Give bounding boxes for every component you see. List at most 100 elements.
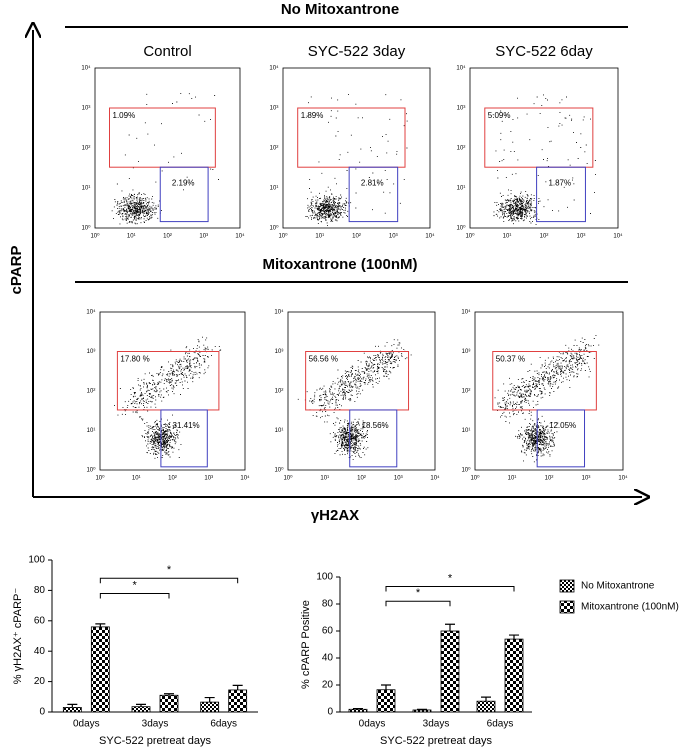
error-bar — [509, 634, 519, 640]
flow-x-tick: 10³ — [204, 476, 213, 482]
flow-x-tick: 10⁴ — [425, 233, 435, 240]
bar — [62, 707, 82, 713]
gate-percent: 1.87% — [548, 178, 571, 187]
significance-bracket — [385, 585, 515, 592]
gate-h2ax — [160, 409, 208, 468]
x-axis-title: SYC-522 pretreat days — [380, 735, 492, 747]
flow-x-tick: 10⁰ — [465, 233, 475, 240]
error-bar — [136, 703, 146, 707]
error-bar — [164, 693, 174, 696]
plot-frame — [99, 311, 246, 471]
error-bar — [445, 623, 455, 631]
flow-y-tick: 10¹ — [87, 428, 96, 434]
flow-x-tick: 10³ — [389, 234, 398, 240]
flow-x-tick: 10² — [545, 476, 554, 482]
flow-y-tick: 10⁰ — [81, 225, 91, 232]
gate-h2ax — [159, 166, 209, 223]
flow-x-tick: 10² — [168, 476, 177, 482]
error-bar — [353, 708, 363, 710]
flow-x-tick: 10⁰ — [283, 475, 293, 482]
flow-y-tick: 10³ — [270, 106, 279, 112]
bar — [200, 701, 220, 713]
significance-label: * — [167, 564, 172, 576]
bar — [476, 700, 496, 713]
y-axis-title: % cPARP Positive — [300, 600, 312, 689]
bar — [159, 694, 179, 713]
column-label: Control — [143, 43, 191, 60]
y-tick-label: 80 — [34, 585, 46, 596]
gate-h2ax — [536, 166, 586, 223]
bar — [376, 689, 396, 713]
y-tick-label: 40 — [322, 653, 334, 664]
gate-h2ax — [536, 409, 586, 468]
significance-bracket — [99, 592, 170, 599]
event-cloud — [297, 339, 412, 461]
plot-frame — [282, 67, 431, 229]
bar — [90, 626, 110, 713]
flow-y-tick: 10⁴ — [461, 309, 471, 316]
plot-frame — [469, 67, 619, 229]
gate-percent: 12.05% — [549, 421, 576, 430]
significance-label: * — [416, 587, 421, 599]
y-tick-label: 20 — [34, 676, 46, 687]
flow-x-tick: 10¹ — [508, 476, 517, 482]
y-tick-label: 60 — [34, 615, 46, 626]
legend-swatch — [559, 579, 575, 593]
y-tick-label: 80 — [322, 599, 334, 610]
flow-y-tick: 10⁴ — [274, 309, 284, 316]
significance-label: * — [448, 572, 453, 584]
error-bar — [381, 684, 391, 690]
error-bar — [481, 696, 491, 702]
bar — [228, 689, 248, 713]
flow-y-tick: 10⁰ — [269, 225, 279, 232]
x-tick-label: 6days — [210, 719, 237, 730]
flow-y-tick: 10¹ — [457, 186, 466, 192]
flow-x-tick: 10⁰ — [278, 233, 288, 240]
flow-y-tick: 10¹ — [270, 186, 279, 192]
flow-x-tick: 10² — [352, 234, 361, 240]
gate-h2ax — [349, 409, 398, 468]
flow-y-tick: 10⁴ — [269, 65, 279, 72]
bar — [348, 708, 368, 713]
row-title: Mitoxantrone (100nM) — [262, 256, 417, 273]
y-tick-label: 0 — [39, 707, 45, 718]
gate-percent: 1.09% — [113, 111, 136, 120]
bar — [504, 638, 524, 713]
column-label: SYC-522 6day — [495, 43, 593, 60]
flow-x-tick: 10⁰ — [95, 475, 105, 482]
bar — [440, 630, 460, 713]
flow-x-tick: 10⁴ — [613, 233, 623, 240]
flow-y-tick: 10⁴ — [456, 65, 466, 72]
y-tick-label: 100 — [28, 555, 45, 566]
flow-x-tick: 10³ — [577, 234, 586, 240]
flow-x-tick: 10² — [540, 234, 549, 240]
event-cloud — [111, 92, 219, 225]
flow-y-tick: 10⁰ — [461, 467, 471, 474]
flow-y-tick: 10⁰ — [456, 225, 466, 232]
flow-y-tick: 10² — [82, 146, 91, 152]
flow-x-tick: 10⁴ — [235, 233, 245, 240]
flow-y-tick: 10³ — [462, 349, 471, 355]
flow-x-tick: 10⁰ — [470, 475, 480, 482]
x-tick-label: 0days — [359, 719, 386, 730]
flow-x-tick: 10² — [163, 234, 172, 240]
y-tick-label: 20 — [322, 680, 334, 691]
plot-frame — [94, 67, 241, 229]
flow-y-tick: 10⁰ — [86, 467, 96, 474]
gate-h2ax — [348, 166, 399, 223]
x-tick-label: 3days — [142, 719, 169, 730]
significance-bracket — [385, 600, 451, 607]
significance-label: * — [133, 579, 138, 591]
flow-y-tick: 10⁴ — [86, 309, 96, 316]
y-tick-label: 0 — [327, 707, 333, 718]
y-tick-label: 60 — [322, 626, 334, 637]
flow-y-tick: 10⁰ — [274, 467, 284, 474]
flow-y-tick: 10³ — [457, 106, 466, 112]
x-tick-label: 3days — [423, 719, 450, 730]
flow-x-tick: 10⁴ — [240, 475, 250, 482]
gate-percent: 2.81% — [361, 178, 384, 187]
event-cloud — [492, 94, 596, 225]
flow-x-tick: 10¹ — [503, 234, 512, 240]
error-bar — [204, 696, 215, 703]
